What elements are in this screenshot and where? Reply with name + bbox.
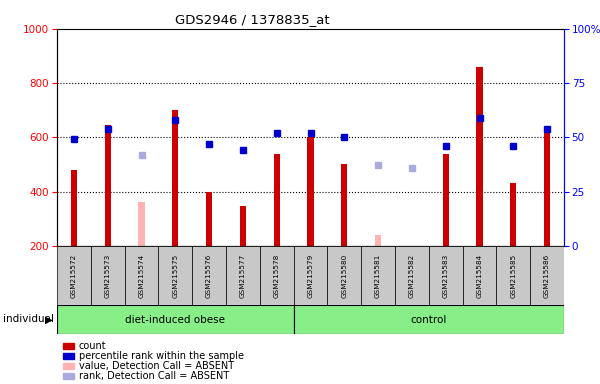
Text: GSM215575: GSM215575 bbox=[172, 253, 178, 298]
Bar bbox=[510, 184, 517, 246]
Text: percentile rank within the sample: percentile rank within the sample bbox=[79, 351, 244, 361]
Text: ▶: ▶ bbox=[45, 314, 53, 324]
Text: GDS2946 / 1378835_at: GDS2946 / 1378835_at bbox=[175, 13, 329, 26]
FancyBboxPatch shape bbox=[328, 246, 361, 305]
Bar bbox=[307, 137, 314, 246]
Text: count: count bbox=[79, 341, 106, 351]
FancyBboxPatch shape bbox=[260, 246, 293, 305]
FancyBboxPatch shape bbox=[57, 246, 91, 305]
Text: GSM215584: GSM215584 bbox=[476, 253, 482, 298]
Text: GSM215585: GSM215585 bbox=[510, 253, 516, 298]
Bar bbox=[240, 207, 246, 246]
Bar bbox=[544, 128, 550, 246]
Text: rank, Detection Call = ABSENT: rank, Detection Call = ABSENT bbox=[79, 371, 229, 381]
Text: GSM215577: GSM215577 bbox=[240, 253, 246, 298]
Text: GSM215586: GSM215586 bbox=[544, 253, 550, 298]
FancyBboxPatch shape bbox=[429, 246, 463, 305]
FancyBboxPatch shape bbox=[530, 246, 564, 305]
Text: GSM215580: GSM215580 bbox=[341, 253, 347, 298]
Text: GSM215583: GSM215583 bbox=[443, 253, 449, 298]
Bar bbox=[476, 67, 482, 246]
FancyBboxPatch shape bbox=[192, 246, 226, 305]
Text: GSM215581: GSM215581 bbox=[375, 253, 381, 298]
Bar bbox=[71, 170, 77, 246]
FancyBboxPatch shape bbox=[91, 246, 125, 305]
FancyBboxPatch shape bbox=[125, 246, 158, 305]
Text: GSM215576: GSM215576 bbox=[206, 253, 212, 298]
Text: GSM215582: GSM215582 bbox=[409, 253, 415, 298]
FancyBboxPatch shape bbox=[463, 246, 496, 305]
Text: value, Detection Call = ABSENT: value, Detection Call = ABSENT bbox=[79, 361, 234, 371]
Bar bbox=[443, 154, 449, 246]
Text: GSM215572: GSM215572 bbox=[71, 253, 77, 298]
Text: GSM215574: GSM215574 bbox=[139, 253, 145, 298]
Bar bbox=[341, 164, 347, 246]
Text: control: control bbox=[410, 314, 447, 325]
FancyBboxPatch shape bbox=[496, 246, 530, 305]
Text: GSM215579: GSM215579 bbox=[308, 253, 314, 298]
FancyBboxPatch shape bbox=[293, 246, 328, 305]
FancyBboxPatch shape bbox=[361, 246, 395, 305]
Text: GSM215573: GSM215573 bbox=[105, 253, 111, 298]
Bar bbox=[206, 192, 212, 246]
Bar bbox=[274, 154, 280, 246]
Bar bbox=[104, 125, 111, 246]
FancyBboxPatch shape bbox=[57, 305, 293, 334]
Bar bbox=[375, 235, 381, 246]
Text: individual: individual bbox=[3, 314, 54, 324]
Bar bbox=[172, 110, 178, 246]
Bar bbox=[139, 202, 145, 246]
FancyBboxPatch shape bbox=[158, 246, 192, 305]
FancyBboxPatch shape bbox=[226, 246, 260, 305]
FancyBboxPatch shape bbox=[395, 246, 429, 305]
FancyBboxPatch shape bbox=[293, 305, 564, 334]
Text: diet-induced obese: diet-induced obese bbox=[125, 314, 226, 325]
Text: GSM215578: GSM215578 bbox=[274, 253, 280, 298]
